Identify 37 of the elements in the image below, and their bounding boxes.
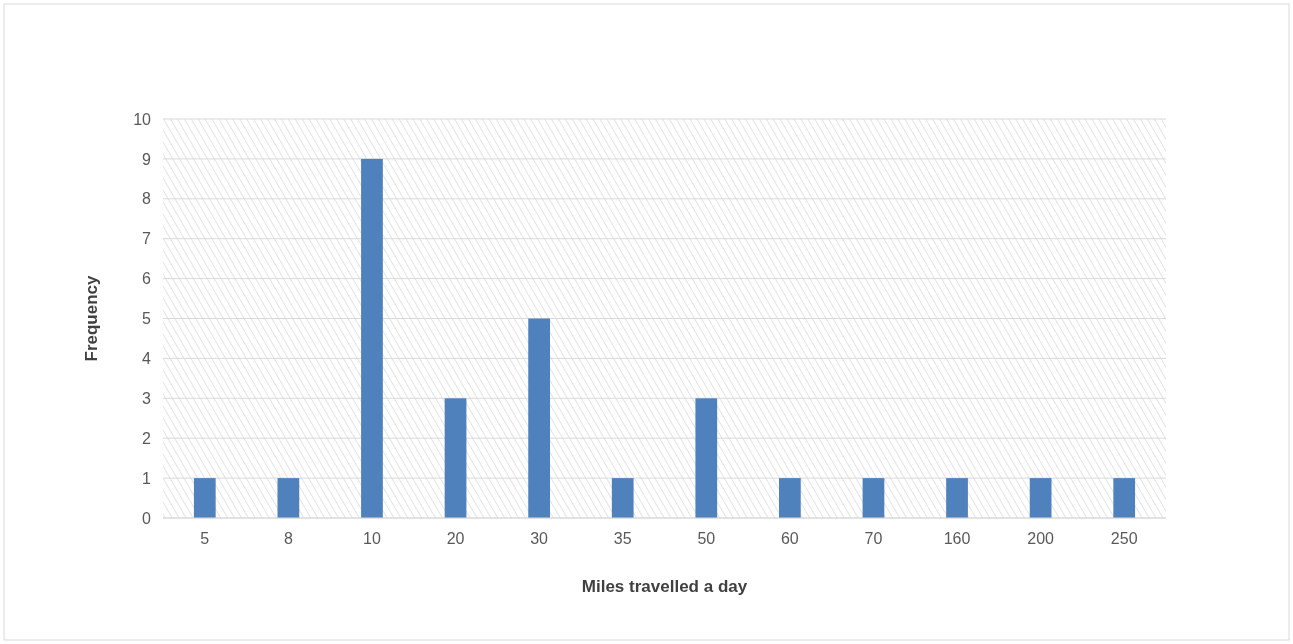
x-tick-label: 20 [446, 530, 465, 547]
y-tick-label: 7 [142, 230, 152, 248]
x-tick-label: 200 [1027, 530, 1055, 547]
bar [862, 478, 885, 518]
y-tick-label: 10 [133, 110, 152, 128]
y-tick-label: 0 [142, 509, 152, 527]
y-axis-title: Frequency [82, 274, 101, 362]
bar [1113, 478, 1136, 518]
x-tick-label: 10 [363, 530, 381, 547]
x-tick-label: 30 [530, 530, 549, 547]
y-tick-label: 9 [142, 150, 152, 168]
x-axis-title: Miles travelled a day [581, 577, 748, 596]
x-tick-label: 35 [613, 530, 632, 547]
y-tick-label: 3 [142, 389, 152, 407]
y-tick-label: 6 [142, 270, 152, 288]
y-tick-label: 5 [142, 310, 152, 328]
y-tick-label: 4 [142, 350, 152, 367]
bar [695, 398, 718, 518]
bar [528, 318, 550, 518]
bar [277, 478, 300, 518]
y-tick-label: 1 [142, 469, 152, 487]
x-tick-label: 70 [864, 530, 883, 547]
bar [193, 478, 216, 518]
y-tick-label: 2 [142, 429, 152, 447]
x-tick-label: 250 [1110, 530, 1138, 547]
y-tick-label: 8 [142, 190, 152, 208]
bar [779, 478, 801, 518]
x-tick-label: 50 [697, 530, 716, 547]
bar [361, 158, 383, 518]
x-tick-label: 160 [943, 530, 971, 547]
x-tick-label: 8 [283, 530, 293, 547]
bar [946, 478, 968, 518]
bar [1029, 478, 1052, 518]
x-tick-label: 5 [200, 530, 210, 547]
x-tick-label: 60 [780, 530, 799, 547]
bar [611, 478, 634, 518]
bar [444, 398, 467, 518]
